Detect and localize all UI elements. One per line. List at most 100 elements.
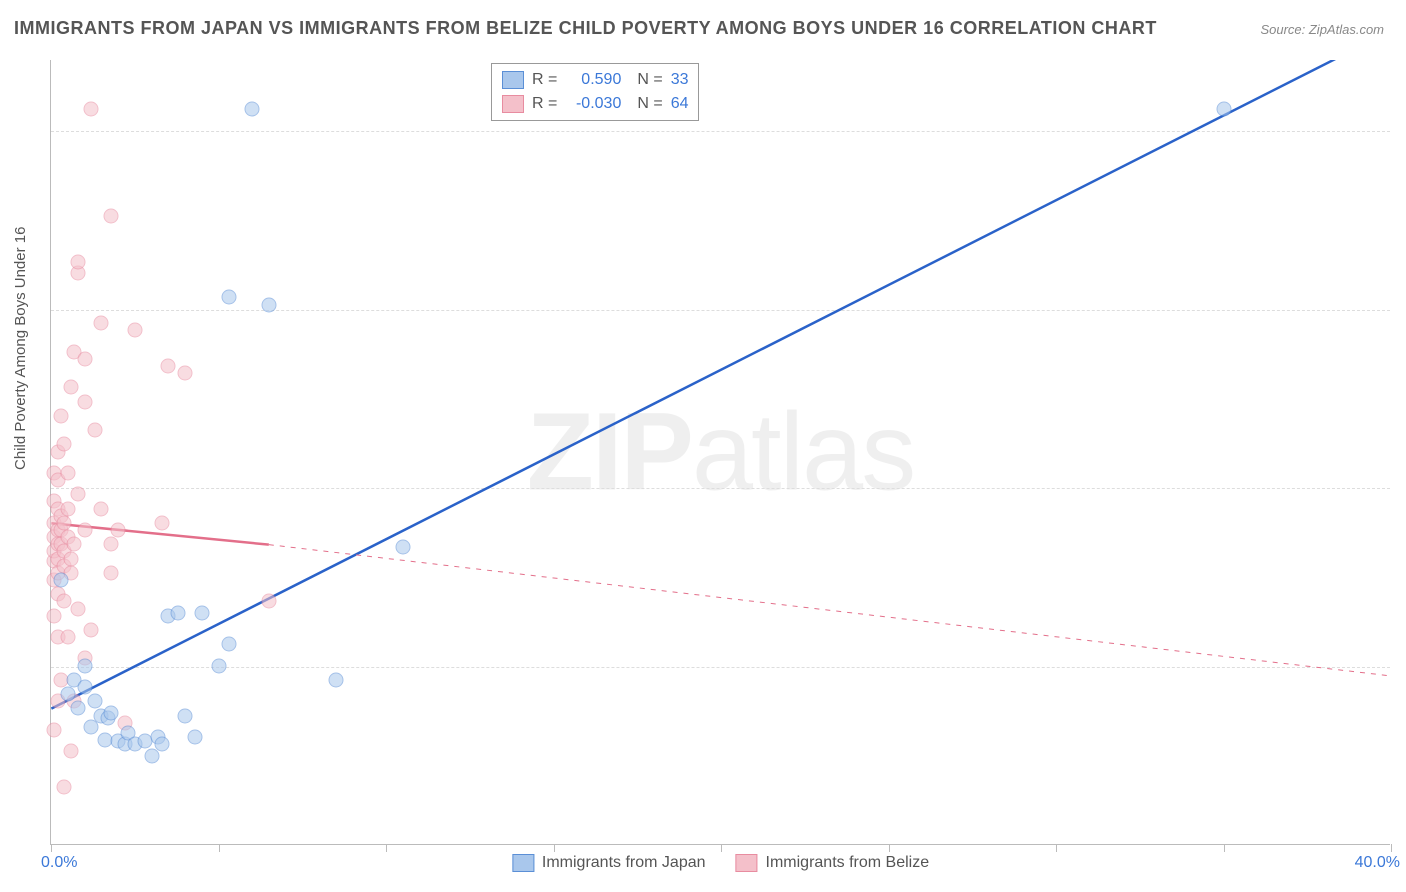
japan-point (104, 705, 119, 720)
n-label: N = (637, 92, 662, 116)
belize-point (111, 523, 126, 538)
belize-point (104, 565, 119, 580)
watermark-suffix: atlas (692, 391, 914, 514)
belize-point (57, 779, 72, 794)
japan-point (245, 101, 260, 116)
legend-item-japan: Immigrants from Japan (512, 854, 706, 872)
belize-point (70, 254, 85, 269)
japan-point (77, 658, 92, 673)
x-tick (386, 844, 387, 852)
japan-point (87, 694, 102, 709)
gridline: 12.5% (51, 667, 1390, 668)
r-value-belize: -0.030 (565, 92, 621, 116)
regression-line (269, 545, 1390, 676)
regression-lines (51, 60, 1390, 844)
belize-point (70, 487, 85, 502)
x-tick (721, 844, 722, 852)
x-axis-max-label: 40.0% (1355, 854, 1400, 872)
legend-item-belize: Immigrants from Belize (736, 854, 930, 872)
x-tick (1056, 844, 1057, 852)
belize-point (54, 408, 69, 423)
legend-row-belize: R = -0.030 N = 64 (502, 92, 688, 116)
y-axis-label: Child Poverty Among Boys Under 16 (12, 227, 29, 470)
r-label: R = (532, 92, 557, 116)
japan-point (54, 572, 69, 587)
belize-point (47, 722, 62, 737)
japan-point (211, 658, 226, 673)
correlation-legend: R = 0.590 N = 33 R = -0.030 N = 64 (491, 63, 699, 121)
n-label: N = (637, 68, 662, 92)
japan-point (60, 687, 75, 702)
y-tick-label: 25.0% (1402, 480, 1406, 498)
japan-point (171, 605, 186, 620)
belize-point (104, 209, 119, 224)
swatch-belize-icon (736, 854, 758, 872)
r-value-japan: 0.590 (565, 68, 621, 92)
x-tick (219, 844, 220, 852)
regression-line (51, 60, 1389, 709)
belize-point (47, 608, 62, 623)
belize-point (94, 501, 109, 516)
japan-point (154, 737, 169, 752)
y-tick-label: 50.0% (1402, 123, 1406, 141)
japan-point (221, 637, 236, 652)
japan-point (194, 605, 209, 620)
gridline: 25.0% (51, 488, 1390, 489)
belize-point (64, 744, 79, 759)
swatch-japan-icon (502, 71, 524, 89)
x-tick (51, 844, 52, 852)
belize-point (154, 515, 169, 530)
x-tick (889, 844, 890, 852)
belize-point (94, 316, 109, 331)
x-axis-min-label: 0.0% (41, 854, 77, 872)
gridline: 37.5% (51, 310, 1390, 311)
belize-point (77, 523, 92, 538)
belize-point (57, 437, 72, 452)
belize-point (161, 358, 176, 373)
japan-point (221, 290, 236, 305)
japan-point (77, 680, 92, 695)
japan-point (178, 708, 193, 723)
japan-point (261, 297, 276, 312)
series-legend: Immigrants from Japan Immigrants from Be… (512, 854, 929, 872)
belize-point (84, 101, 99, 116)
chart-title: IMMIGRANTS FROM JAPAN VS IMMIGRANTS FROM… (14, 18, 1157, 39)
belize-point (60, 501, 75, 516)
source-label: Source: ZipAtlas.com (1260, 22, 1384, 37)
n-value-belize: 64 (671, 92, 689, 116)
legend-label-belize: Immigrants from Belize (766, 854, 930, 872)
belize-point (87, 423, 102, 438)
y-tick-label: 37.5% (1402, 302, 1406, 320)
japan-point (70, 701, 85, 716)
x-tick (554, 844, 555, 852)
watermark: ZIPatlas (527, 389, 914, 516)
japan-point (1216, 101, 1231, 116)
belize-point (60, 465, 75, 480)
legend-label-japan: Immigrants from Japan (542, 854, 706, 872)
belize-point (84, 622, 99, 637)
belize-point (77, 394, 92, 409)
n-value-japan: 33 (671, 68, 689, 92)
chart-plot-area: ZIPatlas 12.5% 25.0% 37.5% 50.0% R = 0.590 … (50, 60, 1390, 845)
legend-row-japan: R = 0.590 N = 33 (502, 68, 688, 92)
belize-point (77, 351, 92, 366)
x-tick (1391, 844, 1392, 852)
belize-point (127, 323, 142, 338)
r-label: R = (532, 68, 557, 92)
japan-point (188, 729, 203, 744)
x-tick (1224, 844, 1225, 852)
belize-point (57, 515, 72, 530)
japan-point (328, 672, 343, 687)
japan-point (395, 540, 410, 555)
belize-point (70, 601, 85, 616)
belize-point (64, 380, 79, 395)
belize-point (261, 594, 276, 609)
belize-point (64, 551, 79, 566)
belize-point (60, 630, 75, 645)
swatch-belize-icon (502, 95, 524, 113)
gridline: 50.0% (51, 131, 1390, 132)
y-tick-label: 12.5% (1402, 659, 1406, 677)
belize-point (67, 537, 82, 552)
swatch-japan-icon (512, 854, 534, 872)
watermark-prefix: ZIP (527, 391, 692, 514)
